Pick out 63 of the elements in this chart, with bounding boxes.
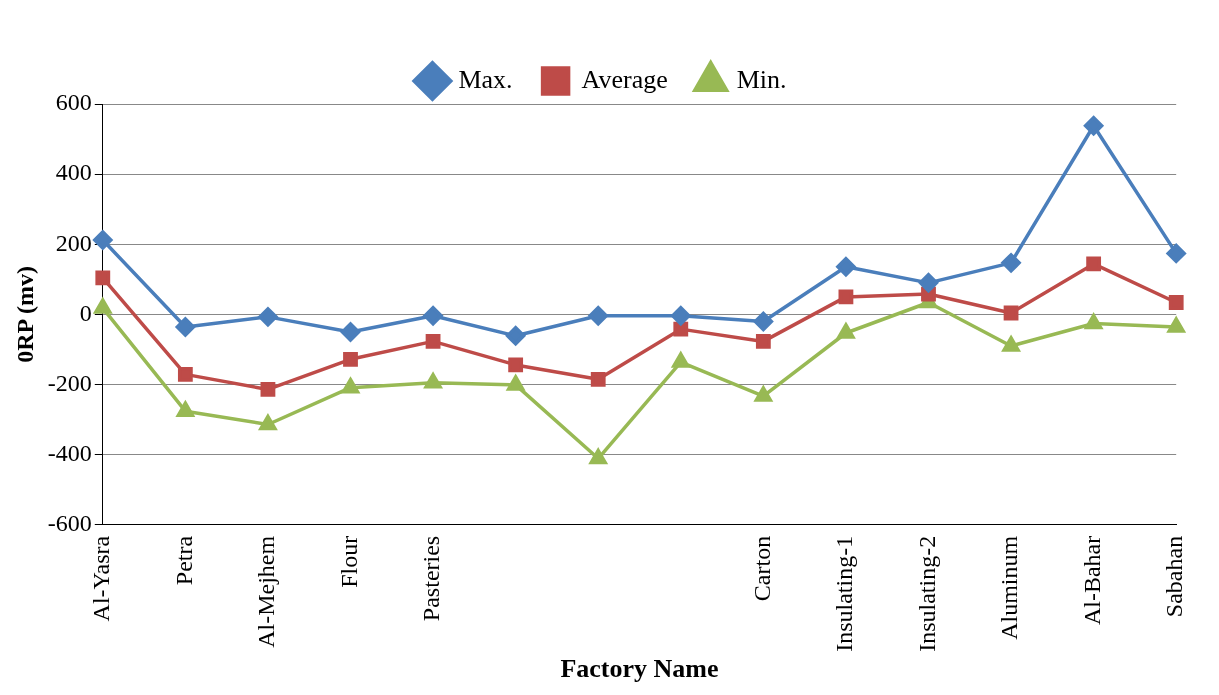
x-tick-label: Petra bbox=[170, 535, 197, 586]
point bbox=[94, 298, 112, 314]
point bbox=[672, 352, 690, 368]
point bbox=[341, 377, 360, 394]
point bbox=[1168, 295, 1184, 310]
point bbox=[671, 306, 691, 326]
point bbox=[259, 414, 277, 431]
x-tick-label: Al-Bahar bbox=[1078, 535, 1105, 626]
point bbox=[343, 351, 358, 367]
y-tick-label: -400 bbox=[47, 439, 92, 466]
legend-label: Average bbox=[581, 64, 668, 94]
point bbox=[753, 311, 774, 332]
point bbox=[589, 448, 607, 465]
point bbox=[340, 322, 361, 342]
x-tick-label: Pasteries bbox=[418, 535, 445, 622]
point bbox=[1002, 336, 1020, 352]
legend-label: Min. bbox=[736, 64, 787, 94]
point bbox=[506, 375, 525, 391]
y-tick-label: -200 bbox=[47, 369, 92, 396]
y-tick-label: -600 bbox=[47, 510, 92, 537]
point bbox=[1083, 115, 1104, 136]
point bbox=[1003, 305, 1019, 321]
x-tick-label: Al-Mejhem bbox=[253, 535, 280, 648]
point bbox=[423, 306, 443, 326]
point bbox=[1086, 256, 1102, 272]
x-tick-label: Insulating-1 bbox=[831, 535, 858, 652]
x-tick-label: Sabahan bbox=[1161, 535, 1188, 618]
point bbox=[754, 386, 773, 402]
point bbox=[508, 357, 524, 373]
point bbox=[425, 334, 441, 349]
point bbox=[424, 373, 442, 389]
point bbox=[588, 306, 608, 326]
point bbox=[1167, 317, 1185, 333]
point bbox=[673, 321, 689, 337]
y-axis-title: 0RP (mv) bbox=[11, 266, 38, 363]
point bbox=[260, 382, 276, 397]
point bbox=[1001, 253, 1021, 273]
y-tick-label: 600 bbox=[55, 89, 92, 116]
point bbox=[1084, 313, 1103, 330]
y-tick-label: 0 bbox=[79, 299, 92, 326]
point bbox=[93, 230, 113, 250]
x-tick-label: Carton bbox=[748, 535, 775, 602]
point bbox=[258, 307, 278, 327]
x-tick-label: Flour bbox=[335, 535, 362, 588]
point bbox=[177, 366, 193, 382]
legend-label: Max. bbox=[458, 64, 513, 94]
x-tick-label: Insulating-2 bbox=[913, 535, 940, 652]
point bbox=[836, 256, 856, 277]
x-tick-label: Aluminum bbox=[996, 535, 1023, 640]
point bbox=[838, 289, 854, 305]
point bbox=[918, 273, 939, 293]
point bbox=[755, 334, 771, 349]
y-tick-label: 400 bbox=[55, 159, 92, 186]
point bbox=[590, 371, 606, 387]
y-tick-label: 200 bbox=[55, 229, 92, 256]
x-axis-title: Factory Name bbox=[560, 654, 719, 684]
x-tick-label: Al-Yasra bbox=[88, 535, 115, 622]
point bbox=[176, 401, 195, 417]
point bbox=[837, 323, 855, 339]
point bbox=[505, 326, 526, 346]
point bbox=[175, 317, 196, 337]
point bbox=[95, 270, 111, 286]
point bbox=[1166, 243, 1186, 264]
